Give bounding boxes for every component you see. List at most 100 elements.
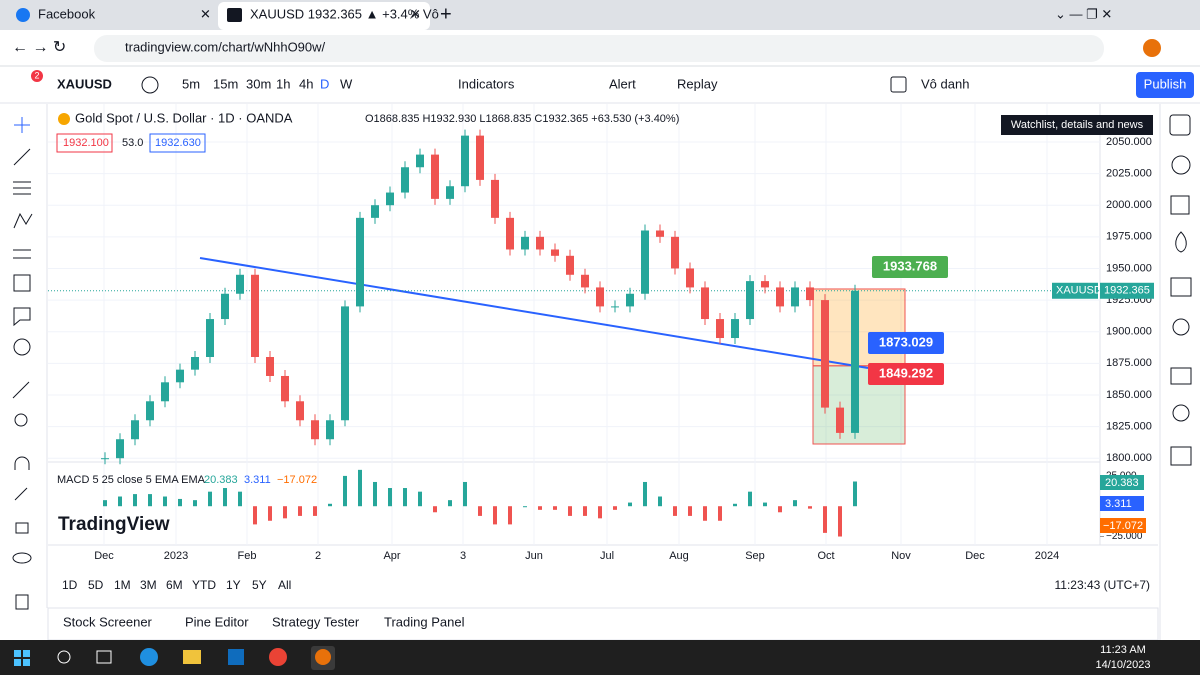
x-tick-label: Dec bbox=[94, 550, 114, 562]
range-button[interactable]: 1Y bbox=[226, 578, 241, 592]
range-button[interactable]: 1D bbox=[62, 578, 78, 592]
window-controls[interactable]: ⌄ — ❐ ✕ bbox=[1055, 6, 1112, 21]
drawing-toolbar bbox=[0, 104, 47, 608]
candle bbox=[401, 167, 409, 193]
macd-bar bbox=[478, 506, 482, 516]
tab[interactable] bbox=[0, 2, 215, 30]
hist-value: −17.072 bbox=[277, 474, 317, 486]
y-tick-label: 2000.000 bbox=[1106, 199, 1152, 211]
symbol-tag bbox=[1052, 282, 1098, 299]
tab-active[interactable] bbox=[218, 2, 430, 30]
range-button[interactable]: YTD bbox=[192, 578, 216, 592]
new-tab[interactable]: + bbox=[440, 3, 452, 25]
taskbar-time: 11:23 AM bbox=[1100, 644, 1146, 656]
signal-tag-label: 3.311 bbox=[1105, 498, 1132, 510]
position-label-box bbox=[868, 332, 944, 354]
candle bbox=[581, 274, 589, 288]
x-tick-label: Feb bbox=[238, 550, 257, 562]
url: tradingview.com/chart/wNhhO90w/ bbox=[125, 39, 326, 54]
interval[interactable]: 15m bbox=[213, 76, 238, 91]
range-button[interactable]: 1M bbox=[114, 578, 131, 592]
candle bbox=[746, 281, 754, 320]
publish-button[interactable] bbox=[1136, 72, 1194, 98]
tooltip: Watchlist, details and news bbox=[1011, 119, 1144, 131]
range-button[interactable]: 5D bbox=[88, 578, 104, 592]
x-tick-label: 3 bbox=[460, 550, 466, 562]
symbol-tag-label: XAUUSD bbox=[1056, 285, 1102, 297]
symbol-logo bbox=[58, 113, 70, 125]
macd-bar bbox=[703, 506, 707, 521]
compare[interactable] bbox=[141, 76, 159, 94]
macd-bar bbox=[718, 506, 722, 521]
panel-tab[interactable]: Pine Editor bbox=[185, 614, 249, 629]
candle bbox=[716, 319, 724, 339]
candle bbox=[611, 306, 619, 308]
candle bbox=[176, 369, 184, 383]
interval[interactable]: 30m bbox=[246, 76, 271, 91]
layout-name[interactable]: Vô danh bbox=[921, 76, 969, 91]
x-tick-label: Oct bbox=[817, 550, 834, 562]
tv-icon bbox=[227, 8, 242, 22]
macd-bar bbox=[313, 506, 317, 516]
replay[interactable]: Replay bbox=[677, 76, 718, 91]
candle bbox=[686, 268, 694, 288]
candle bbox=[161, 382, 169, 402]
candle bbox=[626, 293, 634, 307]
buy-box[interactable] bbox=[149, 133, 206, 153]
symbol-search[interactable]: XAUUSD bbox=[57, 76, 112, 91]
profile[interactable] bbox=[1143, 39, 1161, 57]
macd-bar bbox=[643, 481, 647, 507]
candle bbox=[356, 217, 364, 307]
range-button[interactable]: All bbox=[278, 578, 291, 592]
tooltip-box bbox=[1001, 115, 1153, 135]
taskbar-apps[interactable] bbox=[57, 646, 335, 670]
candle bbox=[296, 401, 304, 421]
sell-box[interactable] bbox=[56, 133, 113, 153]
interval[interactable]: 1h bbox=[276, 76, 290, 91]
candle bbox=[851, 290, 859, 433]
interval[interactable]: 4h bbox=[299, 76, 313, 91]
candle bbox=[806, 287, 814, 301]
taskbar-date: 14/10/2023 bbox=[1095, 659, 1150, 671]
start-button[interactable] bbox=[14, 650, 30, 666]
chart-pane bbox=[48, 104, 1158, 569]
candle bbox=[551, 249, 559, 256]
tab-close[interactable]: ✕ bbox=[410, 6, 421, 21]
omnibox[interactable] bbox=[94, 35, 1104, 62]
position-label: 1933.768 bbox=[883, 258, 937, 273]
range-button[interactable]: 5Y bbox=[252, 578, 267, 592]
nav-buttons[interactable]: ← → ↻ bbox=[12, 39, 66, 56]
publish-label: Publish bbox=[1144, 76, 1187, 91]
interval[interactable]: 5m bbox=[182, 76, 200, 91]
range-button[interactable]: 3M bbox=[140, 578, 157, 592]
signal-tag bbox=[1100, 496, 1144, 511]
badge bbox=[31, 70, 43, 82]
macd-tag bbox=[1100, 475, 1144, 490]
x-tick-label: Dec bbox=[965, 550, 985, 562]
panel-tab[interactable]: Strategy Tester bbox=[272, 614, 360, 629]
macd-bar bbox=[178, 498, 182, 507]
tab-close[interactable]: ✕ bbox=[200, 6, 211, 21]
range-button[interactable]: 6M bbox=[166, 578, 183, 592]
y-tick-label: 1825.000 bbox=[1106, 420, 1152, 432]
x-tick-label: Nov bbox=[891, 550, 911, 562]
panel-tab[interactable]: Stock Screener bbox=[63, 614, 153, 629]
panel-tab[interactable]: Trading Panel bbox=[384, 614, 465, 629]
y-tick-label: 1950.000 bbox=[1106, 262, 1152, 274]
macd-bar bbox=[838, 506, 842, 537]
candle bbox=[281, 375, 289, 402]
candle bbox=[236, 274, 244, 294]
candle bbox=[776, 287, 784, 307]
candle bbox=[791, 287, 799, 307]
alert[interactable]: Alert bbox=[609, 76, 636, 91]
macd-bar bbox=[448, 500, 452, 507]
indicators[interactable]: Indicators bbox=[458, 76, 515, 91]
taskbar bbox=[0, 640, 1200, 675]
interval[interactable]: D bbox=[320, 76, 329, 91]
candle bbox=[506, 217, 514, 250]
interval[interactable]: W bbox=[340, 76, 353, 91]
candle bbox=[701, 287, 709, 320]
signal-value: 3.311 bbox=[244, 474, 271, 486]
macd-bar bbox=[823, 506, 827, 533]
candle bbox=[371, 205, 379, 218]
